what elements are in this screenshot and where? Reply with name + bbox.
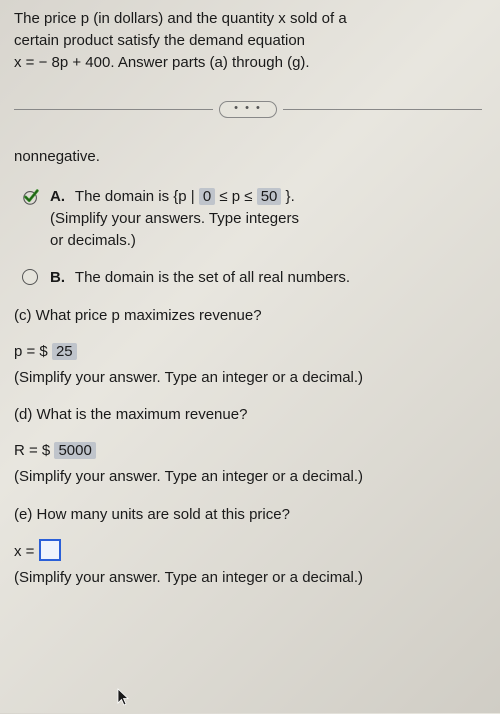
intro-line: certain product satisfy the demand equat… [14, 30, 482, 52]
option-b-text: The domain is the set of all real number… [75, 269, 350, 286]
price-input[interactable]: 25 [52, 343, 77, 360]
cursor-icon [116, 687, 132, 707]
intro-line: x = − 8p + 400. Answer parts (a) through… [14, 52, 482, 74]
part-c-equation: p = $ 25 [14, 341, 482, 363]
eq-prefix: x = [14, 543, 39, 560]
option-a-text-post: }. [281, 188, 294, 205]
divider-line [14, 109, 213, 110]
option-label: A. [50, 188, 65, 205]
option-a[interactable]: A. The domain is {p | 0 ≤ p ≤ 50 }. (Sim… [14, 186, 482, 251]
section-divider: • • • [14, 101, 482, 118]
option-a-hint: or decimals.) [50, 230, 482, 252]
part-c-hint: (Simplify your answer. Type an integer o… [14, 367, 482, 389]
units-input[interactable] [39, 539, 61, 561]
part-d-hint: (Simplify your answer. Type an integer o… [14, 466, 482, 488]
option-a-hint: (Simplify your answers. Type integers [50, 208, 482, 230]
radio-unselected-icon [22, 269, 40, 287]
option-a-text-mid: ≤ p ≤ [215, 188, 256, 205]
divider-line [283, 109, 482, 110]
option-b-body: B. The domain is the set of all real num… [50, 267, 482, 289]
option-a-text-pre: The domain is {p | [75, 188, 199, 205]
intro-line: The price p (in dollars) and the quantit… [14, 8, 482, 30]
part-e-equation: x = [14, 539, 482, 563]
option-a-body: A. The domain is {p | 0 ≤ p ≤ 50 }. (Sim… [50, 186, 482, 251]
expand-button[interactable]: • • • [219, 101, 277, 118]
part-c-question: (c) What price p maximizes revenue? [14, 305, 482, 327]
part-e-question: (e) How many units are sold at this pric… [14, 504, 482, 526]
domain-min-input[interactable]: 0 [199, 188, 215, 205]
nonnegative-label: nonnegative. [14, 146, 482, 168]
part-d-equation: R = $ 5000 [14, 440, 482, 462]
eq-prefix: p = $ [14, 343, 52, 360]
check-icon [22, 188, 40, 206]
eq-prefix: R = $ [14, 442, 54, 459]
revenue-input[interactable]: 5000 [54, 442, 95, 459]
part-e-hint: (Simplify your answer. Type an integer o… [14, 567, 482, 589]
problem-intro: The price p (in dollars) and the quantit… [14, 8, 482, 73]
domain-max-input[interactable]: 50 [257, 188, 282, 205]
option-b[interactable]: B. The domain is the set of all real num… [14, 267, 482, 289]
part-d-question: (d) What is the maximum revenue? [14, 404, 482, 426]
option-label: B. [50, 269, 65, 286]
